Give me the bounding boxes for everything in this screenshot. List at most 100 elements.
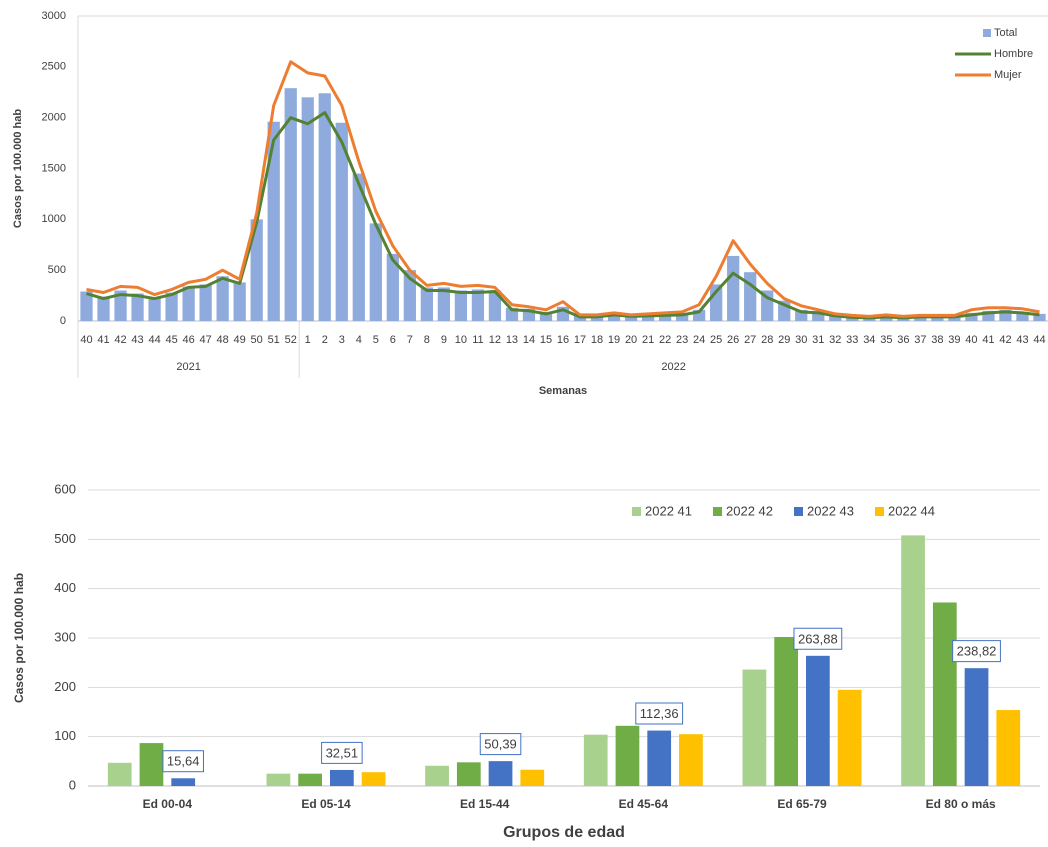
x-tick-label: Ed 00-04 [143, 797, 193, 811]
bar [298, 773, 322, 786]
legend-label: 2022 42 [726, 503, 773, 518]
bar [948, 315, 961, 321]
bar [964, 668, 989, 786]
bar [774, 637, 798, 786]
bar [471, 289, 485, 321]
x-tick-label: 20 [625, 334, 637, 346]
y-tick-label: 2500 [42, 61, 66, 73]
x-tick-label: 11 [472, 334, 483, 346]
value-label: 50,39 [484, 737, 517, 752]
bar [114, 290, 127, 321]
y-tick-label: 400 [54, 580, 76, 595]
bar [171, 778, 196, 786]
bar [199, 284, 212, 321]
bar [932, 602, 957, 786]
bar [267, 121, 280, 321]
y-tick-label: 500 [54, 531, 76, 546]
x-tick-label: 12 [489, 334, 501, 346]
value-label: 32,51 [326, 745, 359, 760]
bar [837, 689, 862, 786]
x-tick-label: 34 [863, 334, 875, 346]
value-label-box [162, 750, 204, 773]
x-tick-label: 40 [965, 334, 977, 346]
bar [880, 315, 893, 321]
x-tick-label: Ed 65-79 [777, 797, 827, 811]
bar [318, 93, 331, 322]
x-tick-label: 3 [339, 334, 345, 346]
bar [914, 315, 927, 321]
legend-label: 2022 41 [645, 503, 692, 518]
bar [139, 743, 164, 786]
x-tick-label: 5 [373, 334, 379, 346]
x-tick-label: 27 [744, 334, 756, 346]
x-tick-label: 16 [557, 334, 569, 346]
y-tick-label: 1500 [42, 162, 66, 174]
y-axis-label: Casos por 100.000 hab [12, 573, 26, 703]
y-tick-label: 300 [54, 629, 76, 644]
bar [829, 314, 842, 321]
bar [520, 769, 545, 786]
x-tick-label: 8 [424, 334, 430, 346]
y-tick-label: 3000 [42, 10, 66, 22]
bar [97, 296, 110, 321]
bar [165, 292, 178, 321]
x-tick-label: 33 [846, 334, 858, 346]
x-tick-label: 13 [506, 334, 518, 346]
x-tick-label: 47 [200, 334, 212, 346]
bar [647, 730, 672, 786]
x-axis-label: Grupos de edad [503, 824, 625, 841]
bar [284, 88, 297, 321]
x-tick-label: 4 [356, 334, 362, 346]
value-label: 238,82 [957, 644, 997, 659]
x-tick-label: 7 [407, 334, 413, 346]
bar [425, 765, 449, 786]
x-tick-label: 2 [322, 334, 328, 346]
bar [795, 309, 808, 321]
x-tick-label: Ed 45-64 [619, 797, 669, 811]
bar [454, 290, 468, 321]
x-tick-label: 15 [540, 334, 552, 346]
x-tick-label: 19 [608, 334, 620, 346]
x-tick-label: 42 [114, 334, 126, 346]
legend-swatch [794, 507, 803, 516]
x-tick-label: 48 [217, 334, 229, 346]
bar [233, 282, 246, 321]
x-tick-label: 51 [268, 334, 280, 346]
bar [437, 287, 451, 321]
bar [107, 762, 132, 786]
y-tick-label: 1000 [42, 213, 66, 225]
bar [386, 253, 399, 321]
bar [266, 773, 291, 786]
value-label-box [952, 640, 1001, 663]
bar [901, 535, 925, 786]
bar [456, 762, 481, 786]
x-tick-label: 39 [948, 334, 960, 346]
x-tick-label: Ed 05-14 [301, 797, 351, 811]
legend-swatch [713, 507, 722, 516]
bar [965, 312, 978, 321]
bar [641, 314, 655, 321]
value-label: 263,88 [798, 631, 838, 646]
x-tick-label: 10 [455, 334, 467, 346]
x-tick-label: 44 [148, 334, 160, 346]
y-tick-label: 600 [54, 481, 76, 496]
x-tick-label: 52 [285, 334, 297, 346]
bar [216, 276, 229, 321]
legend-label: 2022 44 [888, 503, 935, 518]
x-tick-label: Ed 80 o más [926, 797, 996, 811]
x-tick-label: 23 [676, 334, 688, 346]
bar [80, 291, 93, 321]
x-tick-label: 43 [1016, 334, 1028, 346]
bar [539, 311, 553, 321]
x-tick-label: 14 [523, 334, 535, 346]
value-label-box [321, 741, 363, 764]
bar [583, 734, 608, 786]
x-tick-label: 41 [982, 334, 994, 346]
x-tick-label: 41 [97, 334, 109, 346]
bar [675, 312, 689, 321]
bar [727, 255, 740, 321]
x-tick-label: 49 [234, 334, 246, 346]
x-tick-label: 32 [829, 334, 841, 346]
bar [607, 313, 621, 321]
